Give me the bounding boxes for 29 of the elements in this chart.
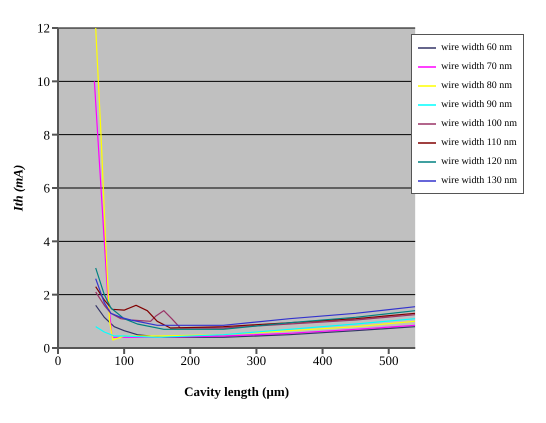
line-series (95, 278, 416, 326)
y-tick-label: 6 (44, 180, 50, 196)
y-axis-title: Ith (mA) (10, 164, 26, 212)
legend-label: wire width 90 nm (441, 98, 512, 112)
x-tick-label: 0 (54, 353, 62, 368)
y-tick-label: 8 (44, 127, 50, 142)
legend-label: wire width 60 nm (441, 41, 512, 55)
line-series (95, 318, 416, 338)
line-series (95, 304, 416, 338)
x-tick-label: 100 (114, 353, 134, 368)
x-tick-label: 200 (180, 353, 200, 368)
y-tick-label: 12 (37, 20, 50, 36)
legend-label: wire width 70 nm (441, 60, 512, 74)
legend-label: wire width 110 nm (441, 136, 517, 150)
x-tick-label: 400 (312, 353, 332, 368)
legend-label: wire width 100 nm (441, 117, 517, 131)
legend-label: wire width 120 nm (441, 155, 517, 169)
x-axis-title: Cavity length (µm) (184, 384, 290, 399)
y-tick-label: 0 (44, 340, 50, 356)
legend-label: wire width 80 nm (441, 79, 512, 93)
line-series (94, 80, 416, 338)
line-series (95, 267, 416, 330)
legend-label: wire width 130 nm (441, 174, 517, 188)
y-tick-label: 2 (44, 287, 50, 302)
x-tick-label: 300 (246, 353, 266, 368)
y-tick-label: 4 (44, 234, 50, 249)
x-tick-label: 500 (378, 353, 398, 368)
y-tick-label: 10 (37, 74, 50, 89)
line-series (95, 28, 416, 341)
